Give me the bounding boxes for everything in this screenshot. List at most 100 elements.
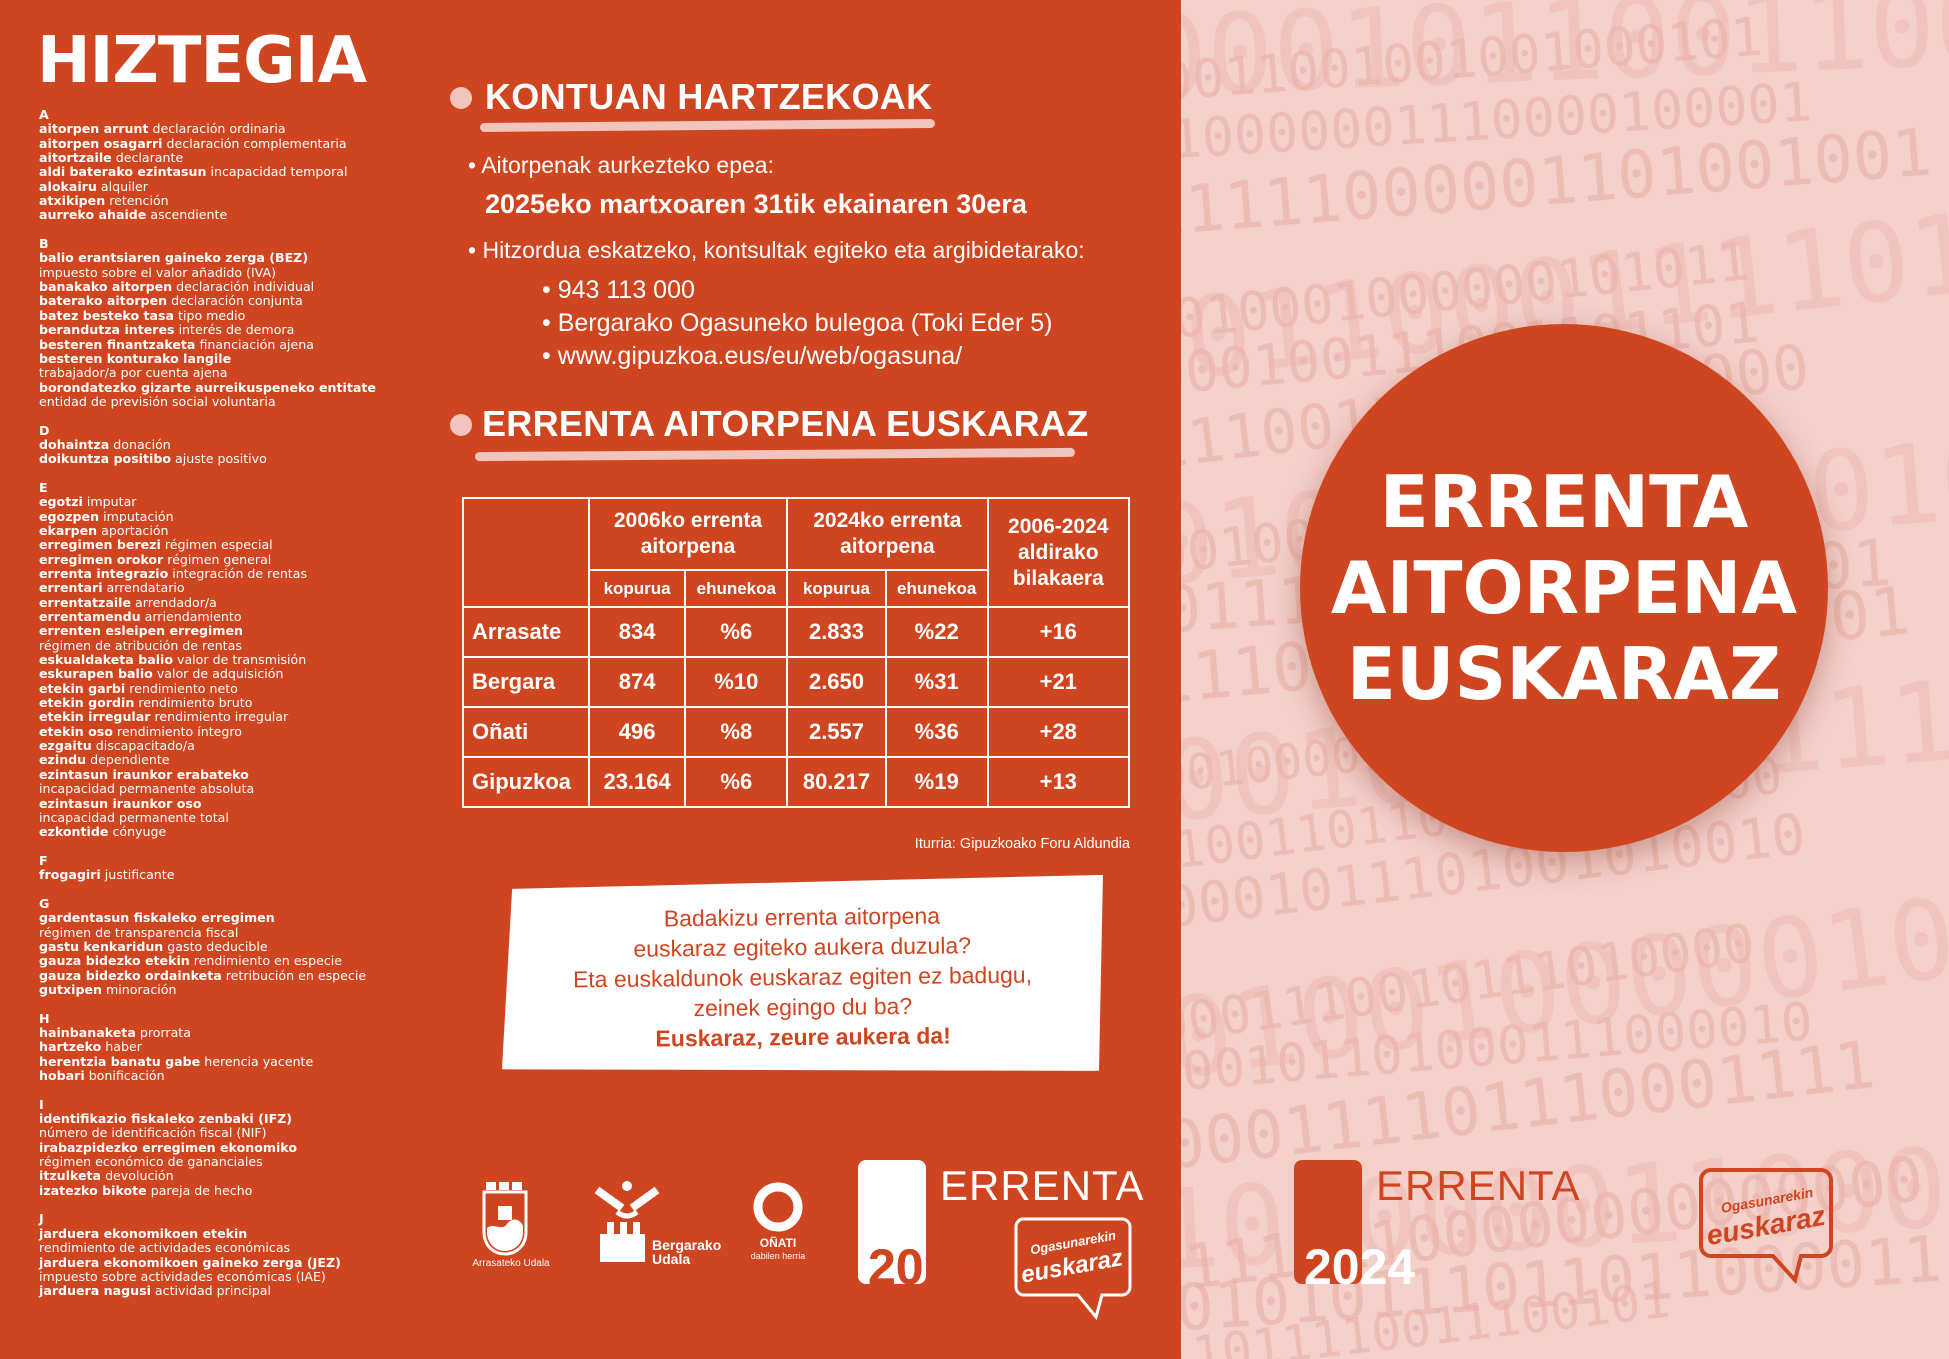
glossary-entry: gauza bidezko ordainketa retribución en … [39, 967, 399, 983]
empty-header [462, 497, 590, 608]
stats-table: 2006ko errenta aitorpena 2024ko errenta … [462, 497, 1131, 808]
glossary-entry: etekin irregular rendimiento irregular [39, 710, 399, 724]
glossary-translation: integración de rentas [172, 566, 308, 581]
cell-c2024: 2.557 [786, 706, 887, 758]
contact-website[interactable]: • www.gipuzkoa.eus/eu/web/ogasuna/ [542, 342, 963, 370]
glossary-entry: gastu kenkaridun gasto deducible [39, 938, 399, 954]
glossary-term: izatezko bikote [39, 1182, 147, 1198]
note-highlight: Euskaraz, zeure aukera da! [655, 1022, 951, 1052]
glossary-translation: entidad de previsión social voluntaria [39, 393, 276, 409]
glossary-term: itzulketa [39, 1168, 102, 1184]
glossary-term: gauza bidezko ordainketa [39, 967, 222, 983]
glossary-translation: rendimiento irregular [154, 709, 289, 725]
cell-c2006: 874 [587, 656, 687, 708]
glossary-translation: imputación [103, 508, 174, 524]
bergara-emblem-icon [594, 1181, 660, 1262]
deadline-label-text: Aitorpenak aurkezteko epea: [481, 152, 774, 178]
glossary-term: ezindu [39, 752, 87, 768]
cell-p2024: %31 [884, 656, 989, 708]
deadline-label: • Aitorpenak aurkezteko epea: [468, 152, 774, 178]
glossary-term: aurreko ahaide [39, 207, 147, 223]
glossary-term: etekin garbi [39, 680, 126, 696]
glossary-letter: J [39, 1211, 44, 1227]
glossary-entry: jarduera ekonomikoen gaineko zerga (JEZ)… [39, 1255, 399, 1285]
onati-logo: OÑATI dabilen herria [740, 1180, 820, 1270]
cell-place: Oñati [462, 706, 590, 758]
glossary-translation: bonificación [88, 1068, 165, 1084]
glossary-translation: impuesto sobre el valor añadido (IVA) [39, 264, 276, 280]
speech-bubble-icon [1699, 1168, 1833, 1285]
contact-label: • Hitzordua eskatzeko, kontsultak egitek… [468, 237, 1085, 263]
glossary-translation: número de identificación fiscal (NIF) [39, 1125, 267, 1141]
glossary-translation: discapacitado/a [95, 738, 195, 754]
glossary-translation: arrendatario [106, 580, 185, 596]
ogasunarekin-euskaraz-badge: Ogasunarekin euskaraz [1012, 1215, 1134, 1321]
glossary-translation: retención [109, 193, 169, 209]
contact-label-text: Hitzordua eskatzeko, kontsultak egiteko … [482, 237, 1085, 263]
glossary-translation: incapacidad temporal [210, 164, 348, 180]
glossary-term: eskurapen balio [39, 666, 153, 682]
glossary-entry: gutxipen minoración [39, 981, 399, 997]
glossary-translation: minoración [105, 981, 177, 997]
glossary-entry: aldi baterako ezintasun incapacidad temp… [39, 165, 399, 179]
glossary-translation: gasto deducible [167, 938, 268, 954]
glossary-letter: A [39, 107, 49, 122]
header-count: kopurua [786, 569, 887, 608]
glossary-entry: aurreko ahaide ascendiente [39, 208, 399, 222]
cell-change: +13 [986, 756, 1131, 808]
glossary-term: aldi baterako ezintasun [39, 164, 207, 180]
cell-p2024: %19 [884, 756, 989, 808]
glossary-entry: gauza bidezko etekin rendimiento en espe… [39, 954, 399, 968]
cover-title-line: EUSKARAZ [1346, 632, 1782, 716]
glossary-translation: ajuste positivo [175, 451, 267, 467]
glossary-entry: erregimen orokor régimen general [39, 552, 399, 567]
glossary-entry: egotzi imputar [39, 495, 399, 509]
glossary-term: aitortzaile [39, 150, 112, 166]
errenta-2024-logo: ERRENTA 2024 [858, 1160, 1144, 1295]
glossary-entry: irabazpidezko erregimen ekonomiko régimen… [39, 1140, 399, 1170]
glossary-translation: interés de demora [178, 322, 295, 338]
glossary-translation: régimen de atribución de rentas [39, 637, 242, 653]
bergara-logo-text: Bergarako Udala [652, 1237, 722, 1267]
glossary-term: baterako aitorpen [39, 293, 168, 309]
glossary-entry: besteren finantzaketa financiación ajena [39, 336, 399, 352]
glossary-term: hartzeko [39, 1039, 102, 1055]
cell-change: +21 [986, 656, 1131, 708]
glossary-entry: baterako aitorpen declaración conjunta [39, 294, 399, 308]
glossary-term: besteren finantzaketa [39, 336, 196, 352]
glossary-entry: eskurapen balio valor de adquisición [39, 667, 399, 681]
glossary-entry: dohaintza donación [39, 437, 399, 452]
glossary-entry: atxikipen retención [39, 193, 399, 209]
glossary-term: batez besteko tasa [39, 307, 174, 323]
glossary-translation: incapacidad permanente total [39, 809, 229, 825]
glossary-translation: incapacidad permanente absoluta [39, 781, 255, 797]
glossary-term: egozpen [39, 508, 100, 524]
note-line: Eta euskaldunok euskaraz egiten ez badug… [572, 961, 1033, 993]
header-count: kopurua [587, 569, 687, 608]
glossary-translation: imputar [86, 494, 137, 510]
glossary-term: gardentasun fiskaleko erregimen [39, 910, 275, 926]
glossary-entry: besteren konturako langile trabajador/a p… [39, 351, 399, 381]
glossary-letter: F [39, 852, 48, 868]
contact-list: • 943 113 000 • Bergarako Ogasuneko bule… [542, 274, 1052, 373]
glossary-entry: ezintasun iraunkor erabateko incapacidad … [39, 767, 399, 797]
glossary-entry: herentzia banatu gabe herencia yacente [39, 1054, 399, 1069]
table-row: Bergara 874 %10 2.650 %31 +21 [462, 656, 1131, 708]
glossary-entry: errentari arrendatario [39, 581, 399, 595]
cover-ogasunarekin-badge: Ogasunarekin euskaraz [1697, 1166, 1837, 1286]
onati-ring-icon [753, 1182, 803, 1232]
glossary-entry: etekin garbi rendimiento neto [39, 680, 399, 696]
glossary-translation: valor de transmisión [177, 652, 307, 668]
source-note: Iturria: Gipuzkoako Foru Aldundia [914, 836, 1130, 852]
glossary-term: ekarpen [39, 522, 98, 538]
glossary-translation: declaración conjunta [171, 293, 303, 309]
glossary-entry: aitorpen osagarri declaración complement… [39, 136, 399, 151]
stats-title: ERRENTA AITORPENA EUSKARAZ [482, 403, 1089, 444]
arrasate-logo: Arrasateko Udala [460, 1180, 560, 1270]
header-percent: ehunekoa [684, 569, 789, 608]
arrasate-shield-icon [482, 1182, 528, 1256]
glossary-translation: rendimiento íntegro [116, 723, 243, 739]
